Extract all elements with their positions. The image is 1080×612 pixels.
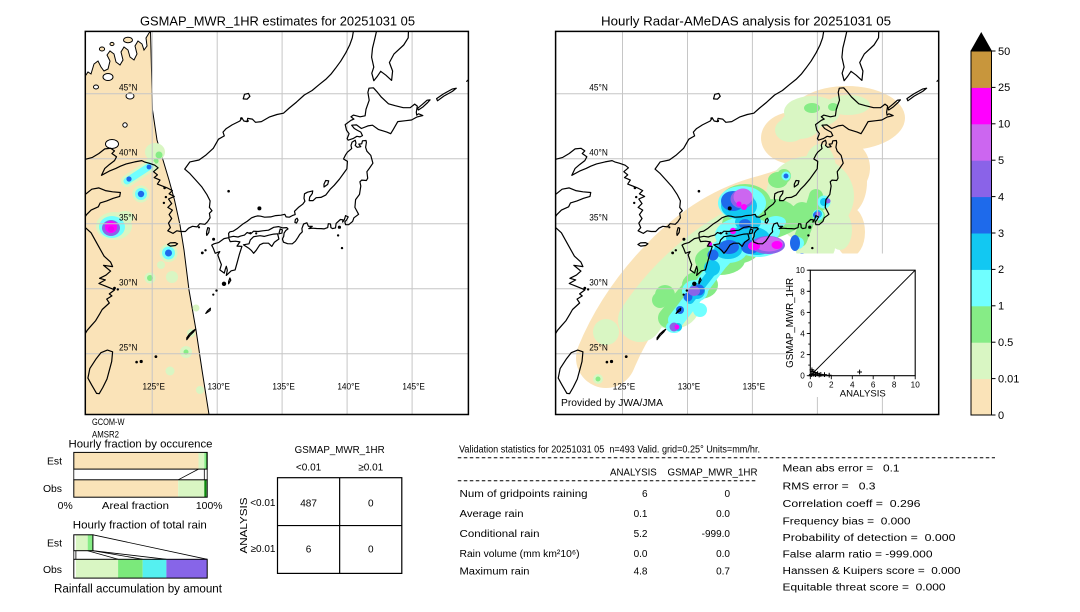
svg-text:0.0: 0.0: [634, 549, 648, 560]
svg-text:Validation statistics for 2025: Validation statistics for 20251031 05 n=…: [459, 445, 760, 456]
svg-text:0.01: 0.01: [998, 373, 1019, 385]
svg-text:0.0: 0.0: [716, 509, 730, 520]
svg-text:4: 4: [800, 330, 805, 339]
svg-text:Conditional rain: Conditional rain: [460, 529, 540, 540]
svg-text:Hourly fraction of total rain: Hourly fraction of total rain: [73, 520, 207, 532]
svg-text:25°N: 25°N: [589, 343, 608, 353]
svg-text:4.8: 4.8: [634, 567, 648, 578]
svg-text:50: 50: [998, 46, 1010, 58]
svg-text:140°E: 140°E: [337, 382, 360, 392]
svg-text:Hourly Radar-AMeDAS analysis f: Hourly Radar-AMeDAS analysis for 2025103…: [601, 14, 891, 29]
svg-text:125°E: 125°E: [142, 382, 165, 392]
svg-text:40°N: 40°N: [119, 148, 138, 158]
svg-text:0.0: 0.0: [716, 549, 730, 560]
svg-text:ANALYSIS: ANALYSIS: [840, 389, 886, 400]
svg-text:30°N: 30°N: [589, 278, 608, 288]
svg-text:Provided by JWA/JMA: Provided by JWA/JMA: [561, 398, 663, 409]
svg-text:4: 4: [850, 381, 855, 390]
svg-text:GCOM-W: GCOM-W: [92, 417, 125, 427]
svg-text:<0.01: <0.01: [250, 498, 276, 509]
svg-text:Obs: Obs: [43, 484, 62, 495]
svg-text:Obs: Obs: [43, 565, 62, 576]
svg-text:Hanssen & Kuipers score = 0.0: Hanssen & Kuipers score = 0.000: [783, 566, 962, 577]
svg-text:5.2: 5.2: [634, 529, 648, 540]
svg-text:Areal fraction: Areal fraction: [102, 501, 169, 512]
svg-text:6: 6: [871, 381, 876, 390]
svg-text:RMS error = 0.3: RMS error = 0.3: [783, 481, 877, 492]
svg-text:6: 6: [306, 545, 312, 556]
svg-text:Rainfall accumulation by amoun: Rainfall accumulation by amount: [54, 584, 223, 596]
svg-text:8: 8: [800, 287, 805, 296]
svg-text:35°N: 35°N: [589, 213, 608, 223]
svg-text:GSMAP_MWR_1HR: GSMAP_MWR_1HR: [295, 445, 385, 456]
svg-text:135°E: 135°E: [272, 382, 295, 392]
svg-text:GSMAP_MWR_1HR estimates for 20: GSMAP_MWR_1HR estimates for 20251031 05: [140, 14, 415, 29]
svg-text:145°E: 145°E: [402, 382, 425, 392]
svg-text:130°E: 130°E: [678, 382, 701, 392]
svg-text:GSMAP_MWR_1HR: GSMAP_MWR_1HR: [668, 468, 758, 479]
svg-text:125°E: 125°E: [613, 382, 636, 392]
svg-text:False alarm ratio = -999.000: False alarm ratio = -999.000: [783, 550, 934, 561]
svg-text:6: 6: [800, 308, 805, 317]
svg-text:Mean abs error = 0.1: Mean abs error = 0.1: [783, 464, 901, 475]
svg-text:GSMAP_MWR_1HR: GSMAP_MWR_1HR: [785, 278, 796, 368]
svg-text:Est: Est: [47, 457, 62, 468]
svg-text:0.1: 0.1: [634, 509, 648, 520]
svg-text:≥0.01: ≥0.01: [358, 463, 383, 474]
svg-text:0%: 0%: [58, 501, 73, 512]
svg-text:Frequency bias = 0.000: Frequency bias = 0.000: [783, 516, 912, 527]
svg-text:25: 25: [998, 82, 1010, 94]
svg-text:<0.01: <0.01: [296, 463, 322, 474]
svg-text:5: 5: [998, 155, 1004, 167]
svg-text:8: 8: [892, 381, 897, 390]
svg-text:135°E: 135°E: [743, 382, 766, 392]
svg-text:ANALYSIS: ANALYSIS: [239, 497, 250, 553]
svg-text:2: 2: [829, 381, 834, 390]
svg-text:35°N: 35°N: [119, 213, 138, 223]
svg-text:Average rain: Average rain: [460, 509, 524, 520]
svg-text:1: 1: [998, 301, 1004, 313]
svg-text:10: 10: [796, 266, 806, 275]
svg-text:0: 0: [808, 381, 813, 390]
svg-text:Num of gridpoints raining: Num of gridpoints raining: [460, 489, 588, 500]
svg-text:45°N: 45°N: [589, 83, 608, 93]
svg-text:45°N: 45°N: [119, 83, 138, 93]
svg-text:30°N: 30°N: [119, 278, 138, 288]
svg-text:Hourly fraction by occurence: Hourly fraction by occurence: [69, 439, 213, 451]
svg-text:Rain volume (mm km²10⁶): Rain volume (mm km²10⁶): [460, 549, 580, 560]
svg-text:2: 2: [800, 351, 805, 360]
svg-text:487: 487: [300, 499, 317, 510]
svg-text:AMSR2: AMSR2: [92, 430, 119, 440]
svg-text:3: 3: [998, 228, 1004, 240]
svg-text:Maximum rain: Maximum rain: [460, 567, 530, 578]
svg-text:130°E: 130°E: [207, 382, 230, 392]
svg-text:2: 2: [998, 264, 1004, 276]
svg-text:0: 0: [368, 545, 374, 556]
svg-text:0.7: 0.7: [716, 567, 730, 578]
svg-text:Correlation coeff = 0.296: Correlation coeff = 0.296: [783, 499, 922, 510]
svg-text:0: 0: [368, 499, 374, 510]
svg-text:ANALYSIS: ANALYSIS: [610, 468, 657, 479]
svg-text:Est: Est: [47, 539, 62, 550]
svg-text:10: 10: [911, 381, 921, 390]
svg-text:0.5: 0.5: [998, 337, 1013, 349]
svg-text:-999.0: -999.0: [702, 529, 731, 540]
svg-text:4: 4: [998, 191, 1004, 203]
svg-text:10: 10: [998, 119, 1010, 131]
svg-text:0: 0: [998, 410, 1004, 422]
svg-text:0: 0: [800, 372, 805, 381]
svg-text:Probability of detection = 0.: Probability of detection = 0.000: [783, 533, 957, 544]
svg-text:40°N: 40°N: [589, 148, 608, 158]
svg-text:≥0.01: ≥0.01: [251, 544, 276, 555]
svg-text:0: 0: [724, 489, 730, 500]
svg-text:25°N: 25°N: [119, 343, 138, 353]
svg-text:6: 6: [642, 489, 648, 500]
svg-text:100%: 100%: [196, 501, 223, 512]
svg-text:Equitable threat score = 0.00: Equitable threat score = 0.000: [783, 583, 947, 594]
